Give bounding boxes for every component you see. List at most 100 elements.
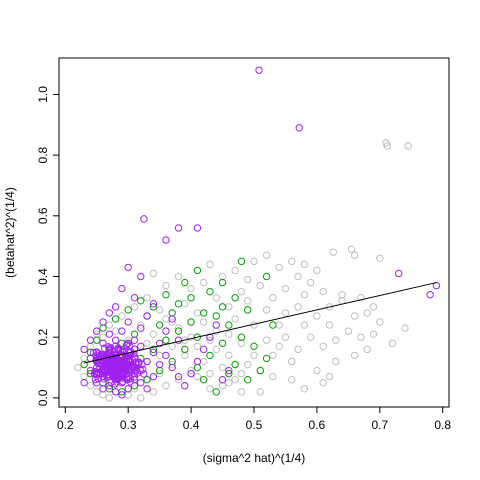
data-point-grey — [332, 336, 340, 344]
data-point-purple — [110, 363, 118, 372]
data-point-purple — [432, 281, 441, 290]
data-point-green — [99, 324, 107, 332]
data-point-purple — [143, 312, 151, 320]
data-point-grey — [350, 251, 359, 259]
data-point-purple — [138, 360, 146, 368]
data-point-green — [250, 342, 258, 351]
x-tick-label: 0.4 — [183, 418, 200, 432]
data-point-green — [187, 294, 195, 302]
data-point-grey — [344, 327, 353, 335]
data-point-grey — [162, 315, 170, 323]
y-tick-label: 0.8 — [36, 146, 50, 163]
regression-line — [84, 282, 437, 364]
data-point-purple — [108, 354, 116, 362]
data-point-grey — [338, 297, 346, 305]
data-point-purple — [149, 348, 158, 357]
data-point-purple — [120, 363, 128, 371]
x-axis-label: (sigma^2 hat)^(1/4) — [203, 451, 306, 465]
data-point-grey — [369, 330, 378, 338]
data-point-purple — [132, 365, 141, 374]
data-point-green — [237, 333, 246, 341]
data-point-grey — [143, 339, 151, 347]
data-point-grey — [281, 309, 290, 317]
data-point-grey — [376, 254, 384, 262]
data-point-grey — [206, 369, 214, 378]
data-point-green — [212, 388, 220, 396]
data-point-grey — [206, 385, 214, 393]
data-point-grey — [162, 281, 170, 290]
data-point-grey — [105, 321, 114, 329]
y-tick-label: 1.0 — [36, 86, 50, 103]
data-point-purple — [118, 391, 126, 399]
data-point-grey — [206, 260, 214, 269]
data-point-purple — [155, 360, 164, 369]
data-point-grey — [149, 269, 158, 278]
data-point-grey — [288, 257, 296, 266]
data-point-grey — [369, 303, 378, 311]
data-point-grey — [74, 363, 82, 372]
data-point-purple — [114, 344, 122, 352]
data-point-grey — [118, 312, 126, 320]
data-point-purple — [168, 315, 176, 323]
data-point-grey — [262, 306, 271, 314]
data-point-grey — [99, 333, 107, 341]
data-point-purple — [162, 351, 170, 360]
data-point-grey — [193, 342, 202, 351]
data-point-grey — [306, 333, 315, 341]
data-point-grey — [111, 327, 120, 335]
data-point-purple — [111, 336, 120, 344]
data-point-purple — [118, 327, 126, 335]
data-point-grey — [218, 363, 227, 372]
data-point-grey — [306, 278, 315, 287]
data-point-grey — [383, 142, 392, 150]
data-point-grey — [244, 275, 252, 284]
data-point-grey — [86, 342, 95, 351]
x-tick-label: 0.2 — [57, 418, 74, 432]
data-point-grey — [80, 354, 88, 363]
data-point-grey — [199, 318, 208, 326]
data-point-green — [199, 309, 208, 317]
data-point-green — [218, 278, 227, 287]
data-point-grey — [231, 375, 239, 384]
data-point-purple — [122, 341, 131, 350]
data-point-grey — [250, 351, 258, 360]
data-point-green — [212, 312, 220, 320]
data-point-purple — [225, 366, 233, 375]
data-point-grey — [288, 357, 296, 366]
data-point-green — [181, 345, 189, 354]
data-point-green — [199, 375, 208, 384]
data-point-grey — [181, 351, 189, 360]
data-point-grey — [105, 394, 114, 402]
data-point-green — [93, 336, 101, 344]
data-point-purple — [143, 385, 151, 393]
data-point-purple — [124, 356, 133, 365]
data-point-green — [206, 351, 214, 360]
data-point-grey — [168, 342, 176, 351]
data-point-grey — [350, 351, 359, 360]
data-point-grey — [187, 284, 195, 293]
data-point-purple — [80, 345, 88, 354]
data-point-grey — [225, 330, 233, 338]
data-point-grey — [137, 394, 145, 402]
data-point-grey — [155, 351, 164, 360]
data-point-purple — [193, 224, 202, 232]
data-point-grey — [275, 342, 283, 351]
data-point-grey — [281, 333, 290, 341]
data-point-purple — [93, 327, 101, 335]
data-point-green — [187, 318, 195, 326]
data-point-grey — [262, 251, 271, 259]
data-point-purple — [218, 375, 227, 384]
data-point-purple — [162, 236, 170, 244]
data-point-purple — [99, 339, 107, 347]
data-point-grey — [319, 287, 327, 296]
data-point-purple — [126, 374, 134, 382]
data-point-grey — [325, 372, 334, 381]
x-tick-label: 0.8 — [434, 418, 451, 432]
data-point-grey — [388, 339, 397, 347]
data-point-grey — [237, 287, 246, 296]
data-point-grey — [143, 294, 151, 302]
data-point-grey — [275, 263, 283, 272]
x-axis-ticks: 0.2 0.3 0.4 0.5 0.6 0.7 0.8 — [57, 406, 451, 432]
y-tick-label: 0.2 — [36, 329, 50, 346]
data-point-grey — [99, 391, 107, 399]
